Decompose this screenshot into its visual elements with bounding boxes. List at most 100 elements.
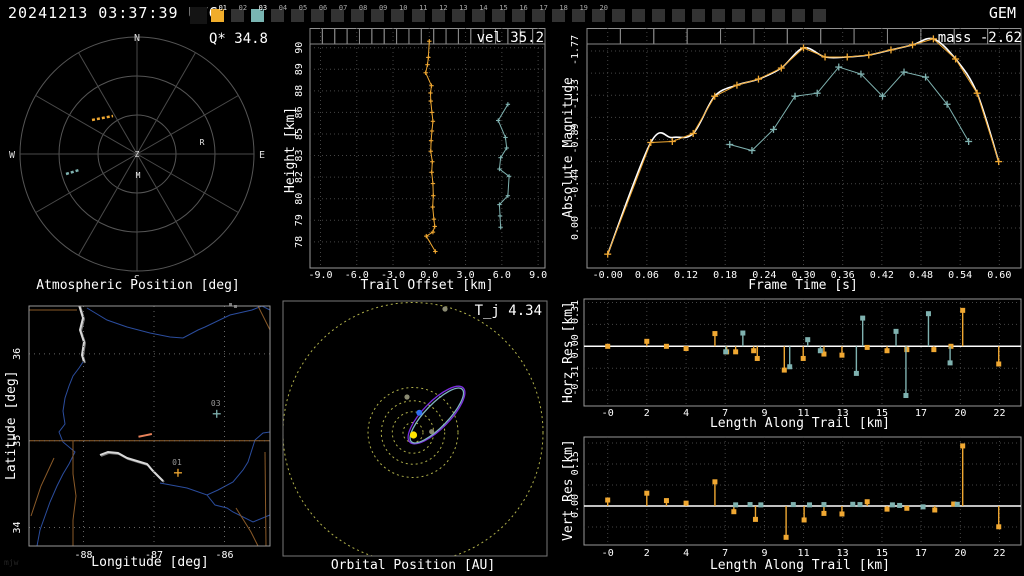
- lightcurve-series-model-fit: [608, 38, 999, 254]
- trail-series-station-03: [496, 102, 511, 229]
- frame-cell-label: 14: [479, 4, 487, 12]
- orbital-caption: Orbital Position [AU]: [293, 558, 533, 573]
- shower-code-label: GEM: [989, 4, 1016, 22]
- map-features: [29, 305, 270, 546]
- q-star-title: Q* 34.8: [140, 31, 268, 47]
- svg-text:W: W: [9, 150, 16, 161]
- frame-cell[interactable]: [190, 7, 207, 24]
- frame-cell-label: 03: [259, 4, 267, 12]
- frame-cell-label: 12: [439, 4, 447, 12]
- svg-text:01: 01: [172, 458, 182, 467]
- frame-cell-05[interactable]: 05: [291, 9, 304, 22]
- planet-dot: [429, 429, 434, 434]
- frame-cell-10[interactable]: 10: [391, 9, 404, 22]
- frame-cell[interactable]: [632, 9, 645, 22]
- frame-cell-label: 01: [219, 4, 227, 12]
- svg-text:89: 89: [294, 63, 305, 75]
- svg-text:-0: -0: [602, 408, 614, 419]
- frame-cell-label: 07: [339, 4, 347, 12]
- svg-text:R: R: [200, 138, 205, 147]
- frame-cell[interactable]: [813, 9, 826, 22]
- frame-cell-15[interactable]: 15: [492, 9, 505, 22]
- frame-cell-03[interactable]: 03: [251, 9, 264, 22]
- frame-cell-02[interactable]: 02: [231, 9, 244, 22]
- svg-text:88: 88: [294, 85, 305, 97]
- frame-cell-label: 02: [239, 4, 247, 12]
- svg-text:0.06: 0.06: [635, 270, 659, 281]
- frame-cell-11[interactable]: 11: [412, 9, 425, 22]
- trail-series-station-01: [423, 39, 437, 254]
- station-marker-03: 03: [211, 399, 221, 418]
- frame-cell[interactable]: [712, 9, 725, 22]
- frame-cell[interactable]: [652, 9, 665, 22]
- frame-cell-04[interactable]: 04: [271, 9, 284, 22]
- svg-text:2: 2: [644, 408, 650, 419]
- svg-text:0.00: 0.00: [570, 216, 581, 240]
- meteor-analysis-window: 20241213 03:37:39 UTC 010203040506070809…: [0, 0, 1024, 576]
- trail-offset-xlabel: Trail Offset [km]: [307, 278, 547, 293]
- frame-cell-20[interactable]: 20: [592, 9, 605, 22]
- residuals-charts: -024791113151720220.310.00-0.31-02479111…: [560, 296, 1024, 576]
- frame-cell[interactable]: [692, 9, 705, 22]
- frame-cell-18[interactable]: 18: [552, 9, 565, 22]
- frame-cell[interactable]: [612, 9, 625, 22]
- trail-offset-chart: -9.0-6.0-3.00.03.06.09.09089888685838280…: [280, 28, 560, 296]
- frame-cell-label: 05: [299, 4, 307, 12]
- orbital-position-chart: [280, 296, 560, 558]
- tisserand-title: T_j 4.34: [420, 303, 542, 319]
- height-ylabel: Height [km]: [283, 107, 298, 193]
- light-curve-chart: -0.000.060.120.180.240.300.360.420.480.5…: [560, 28, 1024, 296]
- atmospheric-position-chart: NESWZRM: [0, 28, 280, 278]
- frame-time-xlabel: Frame Time [s]: [683, 278, 923, 293]
- frame-cell-label: 15: [499, 4, 507, 12]
- frame-cell-17[interactable]: 17: [532, 9, 545, 22]
- horz-res-xlabel: Length Along Trail [km]: [660, 416, 940, 431]
- svg-text:90: 90: [294, 42, 305, 54]
- vert-res-ylabel: Vert Res [km]: [561, 439, 576, 541]
- atmospheric-caption: Atmospheric Position [deg]: [18, 278, 258, 293]
- frame-cell-label: 19: [579, 4, 587, 12]
- frame-cell-13[interactable]: 13: [452, 9, 465, 22]
- top-bar: 20241213 03:37:39 UTC 010203040506070809…: [0, 0, 1024, 26]
- svg-text:78: 78: [294, 236, 305, 248]
- frame-cell-label: 20: [600, 4, 608, 12]
- svg-text:M: M: [136, 171, 141, 180]
- horz-res-ylabel: Horz Res [km]: [561, 301, 576, 403]
- latitude-ylabel: Latitude [deg]: [4, 370, 19, 480]
- frame-cell[interactable]: [732, 9, 745, 22]
- frame-cell-06[interactable]: 06: [311, 9, 324, 22]
- svg-text:E: E: [259, 150, 265, 161]
- ground-map-chart: -88-87-863435360103: [0, 296, 280, 576]
- svg-text:2: 2: [644, 548, 650, 559]
- mass-title: mass -2.62: [878, 30, 1022, 46]
- vert-res-xlabel: Length Along Trail [km]: [660, 558, 940, 573]
- frame-cell[interactable]: [772, 9, 785, 22]
- frame-cell-16[interactable]: 16: [512, 9, 525, 22]
- sky-track-station-03: [66, 170, 79, 174]
- ground-track: [138, 434, 151, 437]
- sky-track-station-01: [92, 116, 113, 120]
- frame-cell-label: 09: [379, 4, 387, 12]
- frame-cell-label: 10: [399, 4, 407, 12]
- frame-cell-label: 06: [319, 4, 327, 12]
- frame-cell-08[interactable]: 08: [351, 9, 364, 22]
- frame-cell-01[interactable]: 01: [211, 9, 224, 22]
- watermark: mjw: [4, 558, 18, 567]
- svg-text:-0.00: -0.00: [593, 270, 623, 281]
- frame-cell[interactable]: [752, 9, 765, 22]
- longitude-xlabel: Longitude [deg]: [30, 555, 270, 570]
- frame-cell-14[interactable]: 14: [472, 9, 485, 22]
- frame-cell[interactable]: [672, 9, 685, 22]
- frame-cell-19[interactable]: 19: [572, 9, 585, 22]
- frame-cell[interactable]: [792, 9, 805, 22]
- frame-cell-label: 08: [359, 4, 367, 12]
- horizontal-residuals-series-station-01: [605, 308, 1001, 373]
- svg-text:20: 20: [954, 408, 966, 419]
- svg-text:79: 79: [294, 214, 305, 226]
- frame-cell-07[interactable]: 07: [331, 9, 344, 22]
- frame-cell-label: 11: [419, 4, 427, 12]
- frame-cell-09[interactable]: 09: [371, 9, 384, 22]
- frame-cell-label: 13: [459, 4, 467, 12]
- frame-cell-12[interactable]: 12: [432, 9, 445, 22]
- svg-text:0.60: 0.60: [987, 270, 1011, 281]
